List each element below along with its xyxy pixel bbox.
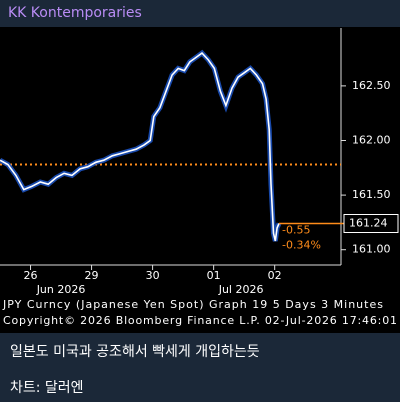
x-tick-label: 29	[85, 269, 99, 282]
y-tick-label: 161.00	[352, 243, 391, 256]
x-tick-label: 30	[146, 269, 160, 282]
footer-line: JPY Curncy (Japanese Yen Spot) Graph 19 …	[2, 298, 383, 311]
month-label: Jul 2026	[218, 283, 264, 296]
change-pct-label: -0.34%	[282, 238, 321, 251]
change-label: -0.55	[282, 223, 310, 236]
price-line	[0, 52, 280, 242]
message-text: 일본도 미국과 공조해서 빡세게 개입하는듯	[10, 344, 260, 360]
channel-name[interactable]: KK Kontemporaries	[8, 5, 142, 21]
last-price-box	[343, 213, 399, 233]
month-label: Jun 2026	[36, 283, 86, 296]
x-tick-label: 02	[268, 269, 282, 282]
last-price-label: 161.24	[349, 216, 388, 229]
x-tick-label: 26	[24, 269, 38, 282]
y-tick-label: 162.00	[352, 133, 391, 146]
chart-background	[0, 27, 400, 333]
footer-line: Copyright© 2026 Bloomberg Finance L.P. 0…	[3, 314, 397, 327]
message-text: 차트: 달러엔	[10, 380, 84, 396]
y-tick-label: 161.50	[352, 188, 391, 201]
x-tick-label: 01	[207, 269, 221, 282]
y-tick-label: 162.50	[352, 79, 391, 92]
